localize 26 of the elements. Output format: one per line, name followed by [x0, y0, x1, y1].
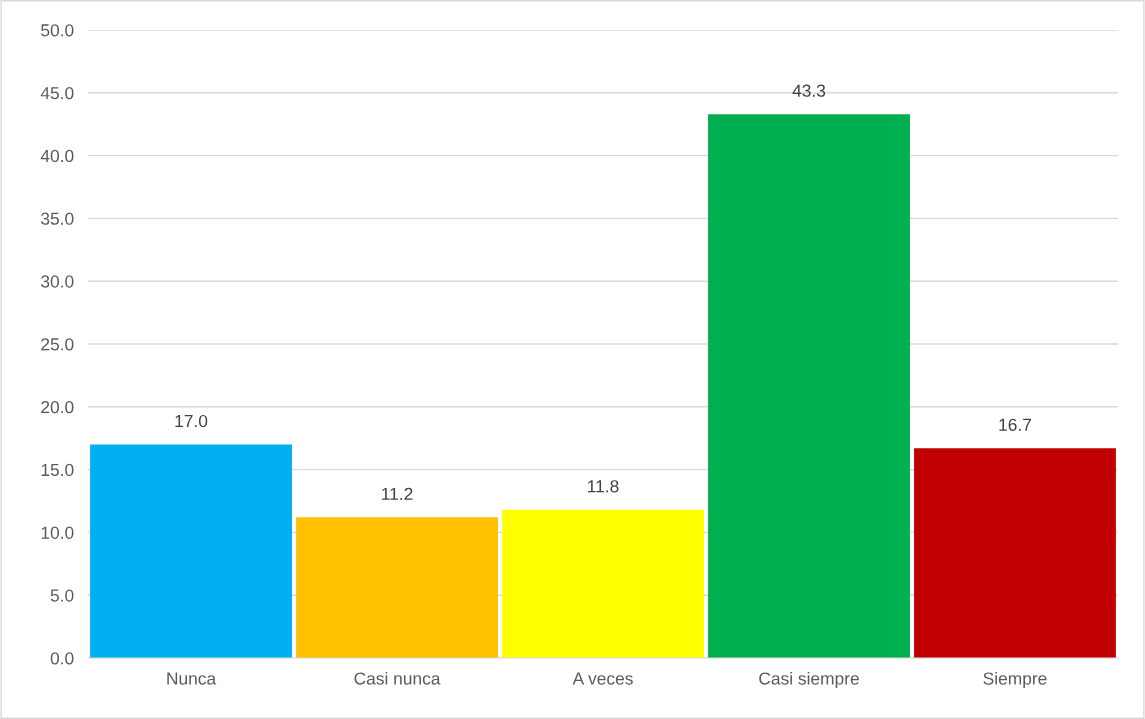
- x-tick-label: A veces: [572, 672, 633, 685]
- y-tick-label: 10.0: [41, 526, 74, 539]
- y-tick-label: 45.0: [40, 86, 74, 100]
- y-tick-label: 25.0: [41, 338, 74, 351]
- data-label: 17.0: [175, 414, 208, 428]
- y-tick-label: 40.0: [40, 149, 74, 163]
- bar: [296, 517, 498, 659]
- data-label: 11.2: [382, 487, 413, 500]
- y-tick-label: 35.0: [41, 212, 74, 225]
- x-tick-label: Casi siempre: [759, 671, 859, 689]
- y-tick-label: 20.0: [41, 400, 74, 414]
- bar: [708, 114, 910, 659]
- data-label: 16.7: [999, 418, 1032, 431]
- x-tick-label: Nunca: [167, 672, 217, 685]
- y-tick-label: 30.0: [41, 275, 74, 288]
- y-tick-label: 5.0: [50, 589, 74, 602]
- bar: [914, 448, 1116, 659]
- x-tick-label: Siempre: [983, 671, 1047, 689]
- bar: [90, 444, 292, 659]
- x-tick-label: Casi nunca: [354, 671, 441, 685]
- bar: [502, 509, 704, 659]
- y-tick-label: 0.0: [50, 652, 74, 665]
- data-label: 43.3: [792, 84, 826, 97]
- data-label: 11.8: [588, 480, 619, 493]
- y-tick-label: 50.0: [41, 24, 74, 37]
- y-tick-label: 15.0: [41, 463, 74, 477]
